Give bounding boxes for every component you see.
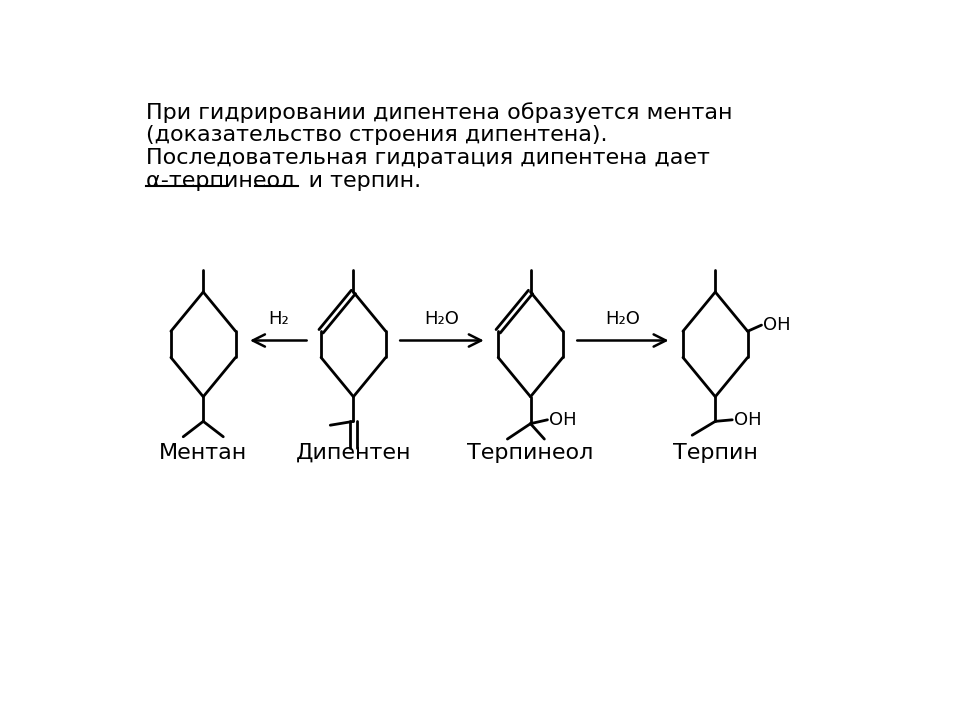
Text: Последовательная гидратация дипентена дает: Последовательная гидратация дипентена да… <box>146 148 709 168</box>
Text: Терпин: Терпин <box>673 443 757 463</box>
Text: При гидрировании дипентена образуется ментан: При гидрировании дипентена образуется ме… <box>146 102 732 122</box>
Text: Терпинеол: Терпинеол <box>468 443 593 463</box>
Text: H₂: H₂ <box>268 310 289 328</box>
Text: OH: OH <box>733 411 761 429</box>
Text: H₂O: H₂O <box>424 310 460 328</box>
Text: Ментан: Ментан <box>159 443 248 463</box>
Text: α-терпинеол  и терпин.: α-терпинеол и терпин. <box>146 171 420 191</box>
Text: (доказательство строения дипентена).: (доказательство строения дипентена). <box>146 125 607 145</box>
Text: Дипентен: Дипентен <box>296 443 411 463</box>
Text: OH: OH <box>763 316 791 334</box>
Text: H₂O: H₂O <box>606 310 640 328</box>
Text: OH: OH <box>549 411 577 429</box>
